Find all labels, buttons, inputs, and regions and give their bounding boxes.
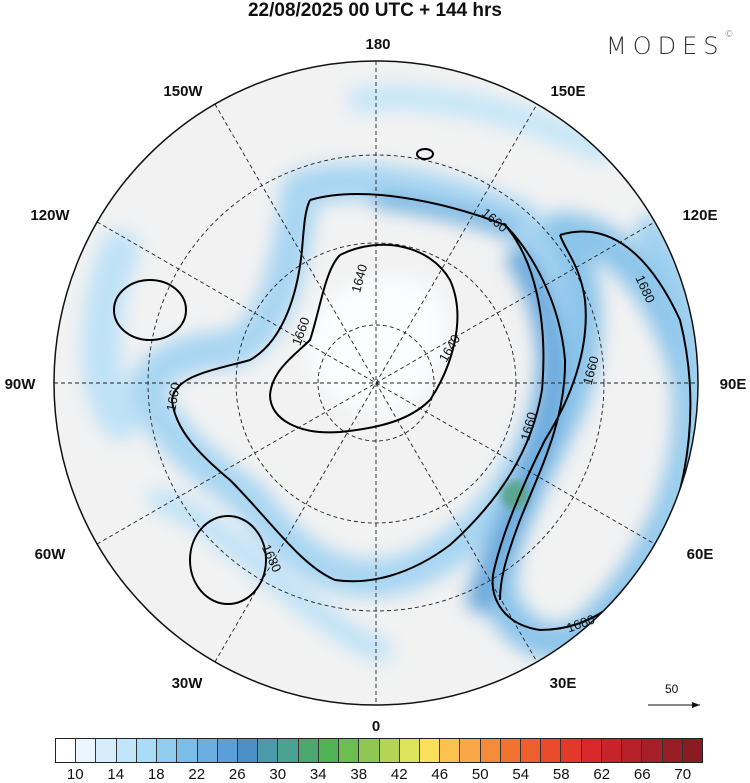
meridian-line [214,103,538,663]
colorbar-swatch [177,739,198,762]
colorbar-label: 62 [593,766,611,783]
contour-1680-west-low [189,515,267,605]
arrow-right-icon [648,702,700,708]
colorbar-swatch [298,739,319,762]
modes-logo: MODES© [606,30,734,60]
colorbar-swatch [460,739,481,762]
map-title: 22/08/2025 00 UTC + 144 hrs [247,0,503,21]
colorbar-swatch [76,739,97,762]
colorbar-label: 38 [350,766,368,783]
copyright-mark: © [724,30,734,40]
colorbar-swatch [237,739,259,762]
contour-label: 1640 [348,262,370,294]
colorbar-label: 50 [471,766,489,783]
lon-label: 150W [163,83,203,100]
logo-text: MODES [606,32,725,60]
polar-map: 1660 1640 1640 1660 1660 1660 1660 1680 … [5,36,747,735]
lon-label: 30E [550,675,577,692]
colorbar-label: 58 [552,766,570,783]
colorbar-swatch [136,739,158,762]
lon-label: 120E [682,207,717,224]
lon-label: 90W [5,376,37,393]
colorbar-swatch [642,739,663,762]
contour-1680-east [491,230,692,632]
colorbar-swatch [339,739,360,762]
lon-label: 0 [372,718,380,735]
colorbar-label: 46 [431,766,449,783]
latitude-circle [317,324,435,442]
colorbar-swatch [217,739,238,762]
colorbar-swatch [379,739,400,762]
contour-label: 1660 [163,381,183,412]
colorbar-swatch [359,739,380,762]
colorbar-label: 34 [309,766,327,783]
colorbar-swatch [440,739,461,762]
colorbar-label: 66 [633,766,651,783]
colorbar-swatch [197,739,218,762]
colorbar-swatch [419,739,441,762]
graticule [54,61,698,705]
colorbar-swatch [96,739,117,762]
lon-label: 90E [720,376,747,393]
colorbar-label: 70 [674,766,692,783]
lon-label: 150E [550,83,585,100]
colorbar-label: 18 [147,766,165,783]
contour-closed-120w [113,279,187,341]
colorbar-swatch [682,739,702,762]
colorbar-swatch [500,739,522,762]
longitude-labels: 180 150E 120E 90E 60E 30E 0 30W 60W 90W … [5,36,747,735]
colorbar-swatch [318,739,340,762]
colorbar-swatch [521,739,542,762]
colorbar-swatch [561,739,582,762]
colorbar-swatch [622,739,643,762]
latitude-circle [235,242,517,524]
colorbar-label: 26 [228,766,246,783]
colorbar-swatch [157,739,178,762]
contour-label: 1660 [518,410,540,442]
colorbar-label: 54 [512,766,530,783]
contour-1660-east [499,224,567,601]
lon-label: 60W [35,546,67,563]
vector-reference-label: 50 [665,682,679,696]
colorbar-swatch [116,739,137,762]
colorbar-label: 42 [390,766,408,783]
lon-label: 60E [687,546,714,563]
colorbar-swatch [278,739,299,762]
colorbar-label: 30 [269,766,287,783]
colorbar-label: 14 [107,766,125,783]
lon-label: 120W [30,207,70,224]
contour-label: 1660 [580,354,602,386]
map-boundary [53,60,699,706]
lon-label: 180 [365,36,390,53]
colorbar-swatch [56,739,77,762]
geopotential-contours [113,148,692,632]
contour-1660-hemispheric [170,193,545,583]
colorbar-swatch [581,739,602,762]
colorbar-swatch [399,739,420,762]
latitude-circle [147,154,605,612]
colorbar-swatch [601,739,623,762]
colorbar-label: 22 [188,766,206,783]
contour-1640 [268,243,459,434]
lon-label: 30W [172,675,204,692]
colorbar-swatch [662,739,683,762]
colorbar-swatch [480,739,501,762]
colorbar-swatch [258,739,279,762]
contour-small-180 [416,148,434,160]
colorbar [55,738,703,763]
colorbar-swatch [541,739,562,762]
colorbar-label: 10 [66,766,84,783]
